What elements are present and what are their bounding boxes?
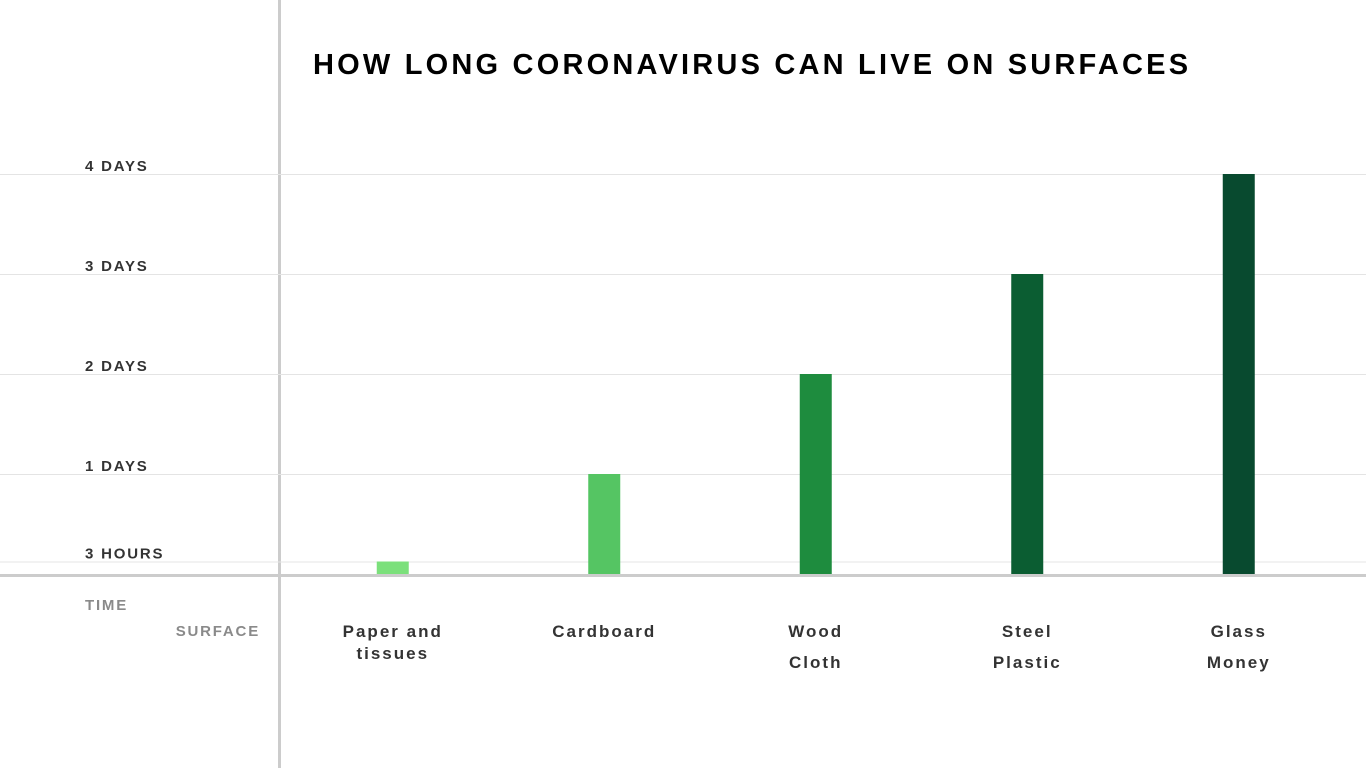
y-tick-label: 3 DAYS bbox=[85, 258, 149, 275]
bar bbox=[799, 374, 832, 574]
x-tick-label: Steel bbox=[1002, 622, 1053, 641]
bar bbox=[588, 474, 621, 574]
y-tick-label: 1 DAYS bbox=[85, 458, 149, 475]
x-tick-label: Money bbox=[1207, 653, 1271, 672]
bar bbox=[1222, 174, 1255, 574]
bar bbox=[1011, 274, 1044, 574]
y-tick-label: 4 DAYS bbox=[85, 158, 149, 175]
y-axis-label: TIME bbox=[85, 597, 128, 614]
x-tick-label: Glass bbox=[1211, 622, 1267, 641]
x-axis-label: SURFACE bbox=[176, 623, 260, 640]
x-tick-label: Wood bbox=[788, 622, 843, 641]
x-tick-label: Cardboard bbox=[552, 622, 656, 641]
x-tick-label: tissues bbox=[356, 644, 429, 663]
x-tick-label: Cloth bbox=[789, 653, 842, 672]
y-tick-label: 2 DAYS bbox=[85, 358, 149, 375]
x-tick-label: Plastic bbox=[993, 653, 1062, 672]
bar bbox=[376, 561, 409, 574]
x-tick-label: Paper and bbox=[343, 622, 443, 641]
chart-title: HOW LONG CORONAVIRUS CAN LIVE ON SURFACE… bbox=[313, 49, 1191, 81]
y-tick-label: 3 HOURS bbox=[85, 546, 164, 563]
